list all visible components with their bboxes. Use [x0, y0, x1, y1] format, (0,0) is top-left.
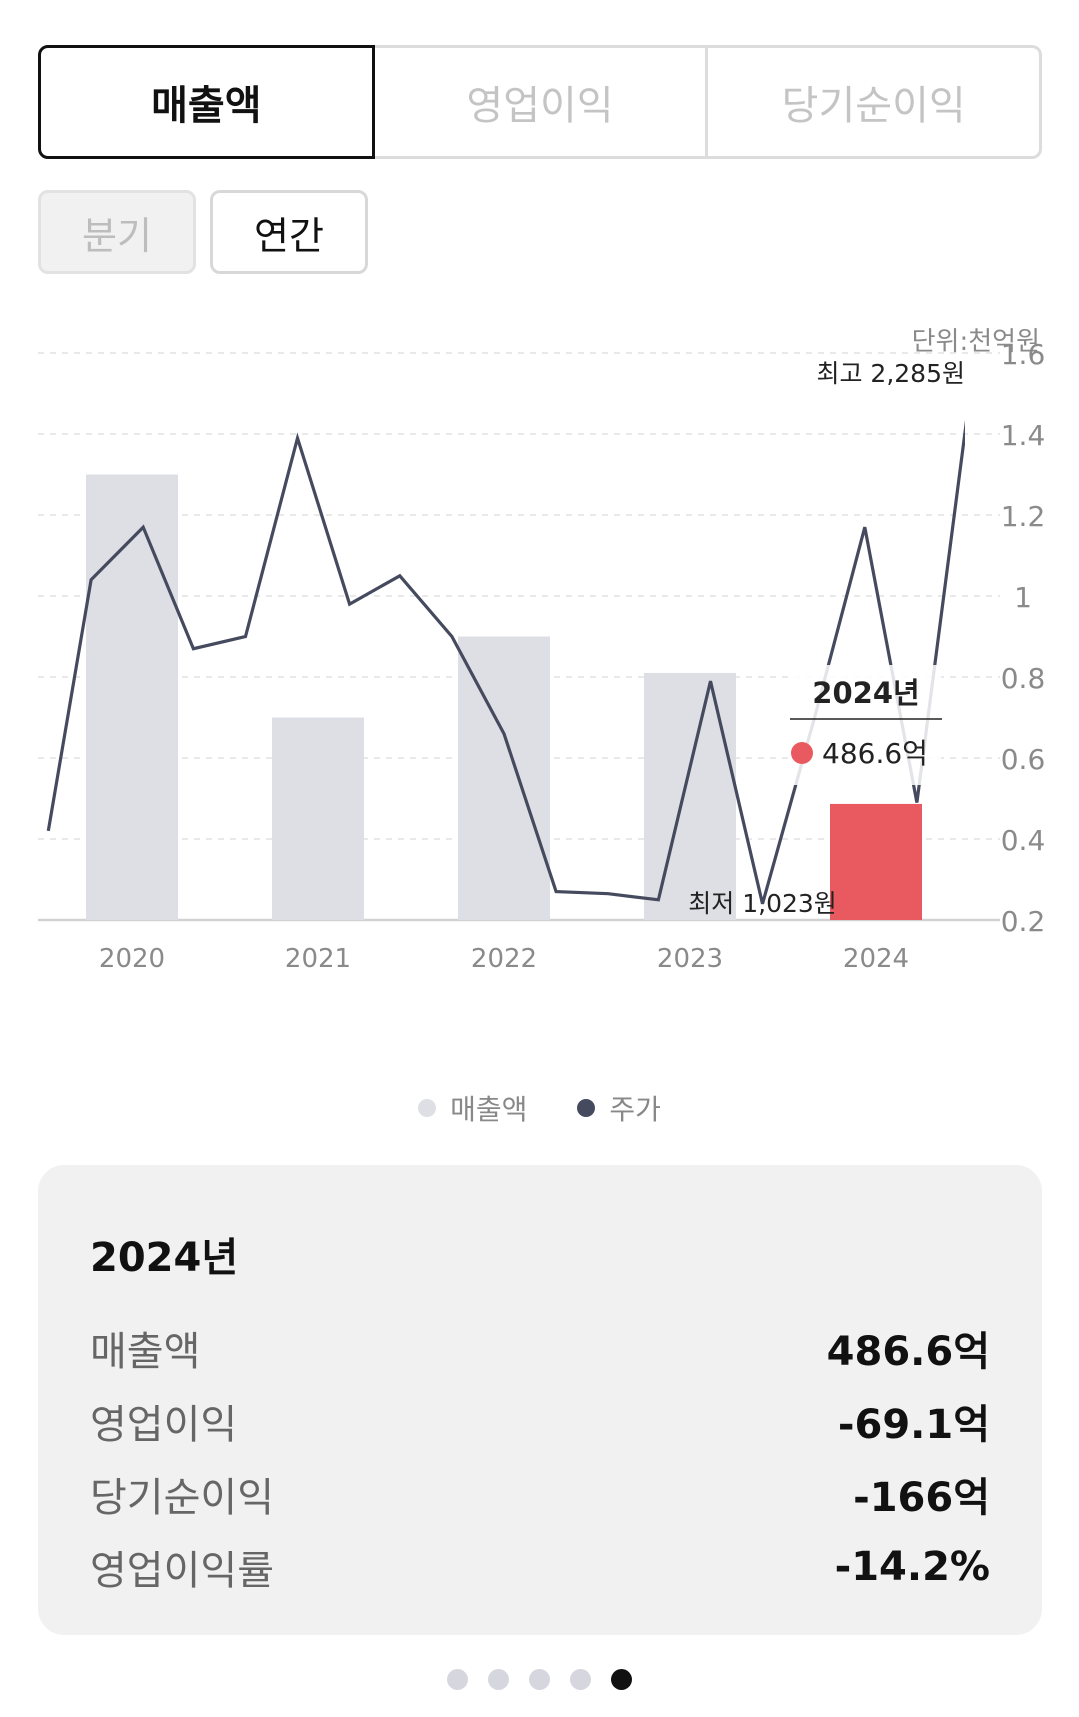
metric-tabs: 매출액 영업이익 당기순이익: [38, 45, 1043, 159]
pager-dot[interactable]: [570, 1669, 591, 1690]
tooltip-value: 486.6억: [822, 737, 928, 770]
unit-label: 단위:천억원: [912, 327, 1040, 357]
y-tick-label: 0.2: [1001, 905, 1046, 938]
summary-value: -166억: [853, 1474, 990, 1521]
tooltip-dot: [791, 742, 813, 764]
tab-revenue[interactable]: 매출액: [38, 45, 375, 159]
min-price-label: 최저 1,023원: [688, 889, 837, 918]
bar: [458, 636, 550, 920]
pager-dot[interactable]: [611, 1669, 632, 1690]
y-tick-label: 1.4: [1001, 419, 1046, 452]
summary-card: 2024년 매출액 486.6억 영업이익 -69.1억 당기순이익 -166억…: [38, 1165, 1042, 1635]
summary-row-revenue: 매출액 486.6억: [90, 1311, 990, 1384]
legend-item-revenue: 매출액: [418, 1088, 527, 1128]
pager-dot[interactable]: [529, 1669, 550, 1690]
x-tick-label: 2020: [99, 944, 165, 974]
pagination-dots: [0, 1669, 1079, 1690]
tooltip-background: [791, 665, 941, 785]
period-tabs: 분기 연간: [38, 190, 368, 274]
summary-label: 영업이익률: [90, 1547, 274, 1594]
revenue-chart: 1.6 1.4 1.2 1 0.8 0.6 0.4 0.2 2020 2021 2022 2023 20…: [0, 320, 1079, 1140]
tooltip-title: 2024년: [812, 676, 919, 710]
summary-value: 486.6억: [826, 1328, 990, 1375]
y-tick-label: 1.6: [1001, 338, 1046, 371]
summary-label: 영업이익: [90, 1401, 238, 1448]
x-tick-label: 2023: [657, 944, 723, 974]
x-tick-label: 2022: [471, 944, 537, 974]
period-quarterly-button[interactable]: 분기: [38, 190, 196, 274]
bar: [86, 474, 178, 920]
x-tick-label: 2021: [285, 944, 351, 974]
period-annual-button[interactable]: 연간: [210, 190, 368, 274]
summary-value: -14.2%: [834, 1543, 990, 1590]
legend-label-stock-price: 주가: [609, 1093, 661, 1126]
bar: [644, 672, 736, 920]
summary-label: 당기순이익: [90, 1474, 274, 1521]
legend-dot-stock-price: [577, 1099, 596, 1117]
bar-selected: [830, 803, 922, 920]
y-tick-label: 0.6: [1001, 743, 1046, 776]
summary-label: 매출액: [90, 1328, 201, 1375]
summary-row-operating-margin: 영업이익률 -14.2%: [90, 1530, 990, 1603]
pager-dot[interactable]: [488, 1669, 509, 1690]
legend-label-revenue: 매출액: [450, 1093, 528, 1126]
summary-value: -69.1억: [837, 1401, 990, 1448]
legend-item-stock-price: 주가: [577, 1088, 661, 1128]
legend-dot-revenue: [418, 1099, 437, 1117]
pager-dot[interactable]: [447, 1669, 468, 1690]
max-price-label: 최고 2,285원: [816, 359, 965, 388]
tab-net-income[interactable]: 당기순이익: [708, 45, 1043, 159]
tab-operating-profit[interactable]: 영업이익: [374, 45, 709, 159]
y-tick-label: 1.2: [1001, 500, 1046, 533]
chart-legend: 매출액 주가: [0, 1088, 1079, 1128]
y-tick-label: 0.4: [1001, 824, 1046, 857]
chart-svg: 1.6 1.4 1.2 1 0.8 0.6 0.4 0.2 2020 2021 2022 2023 20…: [38, 327, 1046, 974]
y-tick-label: 1: [1014, 581, 1032, 614]
bar: [272, 717, 364, 920]
summary-row-operating-profit: 영업이익 -69.1억: [90, 1384, 990, 1457]
summary-row-net-income: 당기순이익 -166억: [90, 1457, 990, 1530]
summary-title: 2024년: [90, 1235, 239, 1281]
x-tick-label: 2024: [843, 944, 909, 974]
y-tick-label: 0.8: [1001, 662, 1046, 695]
